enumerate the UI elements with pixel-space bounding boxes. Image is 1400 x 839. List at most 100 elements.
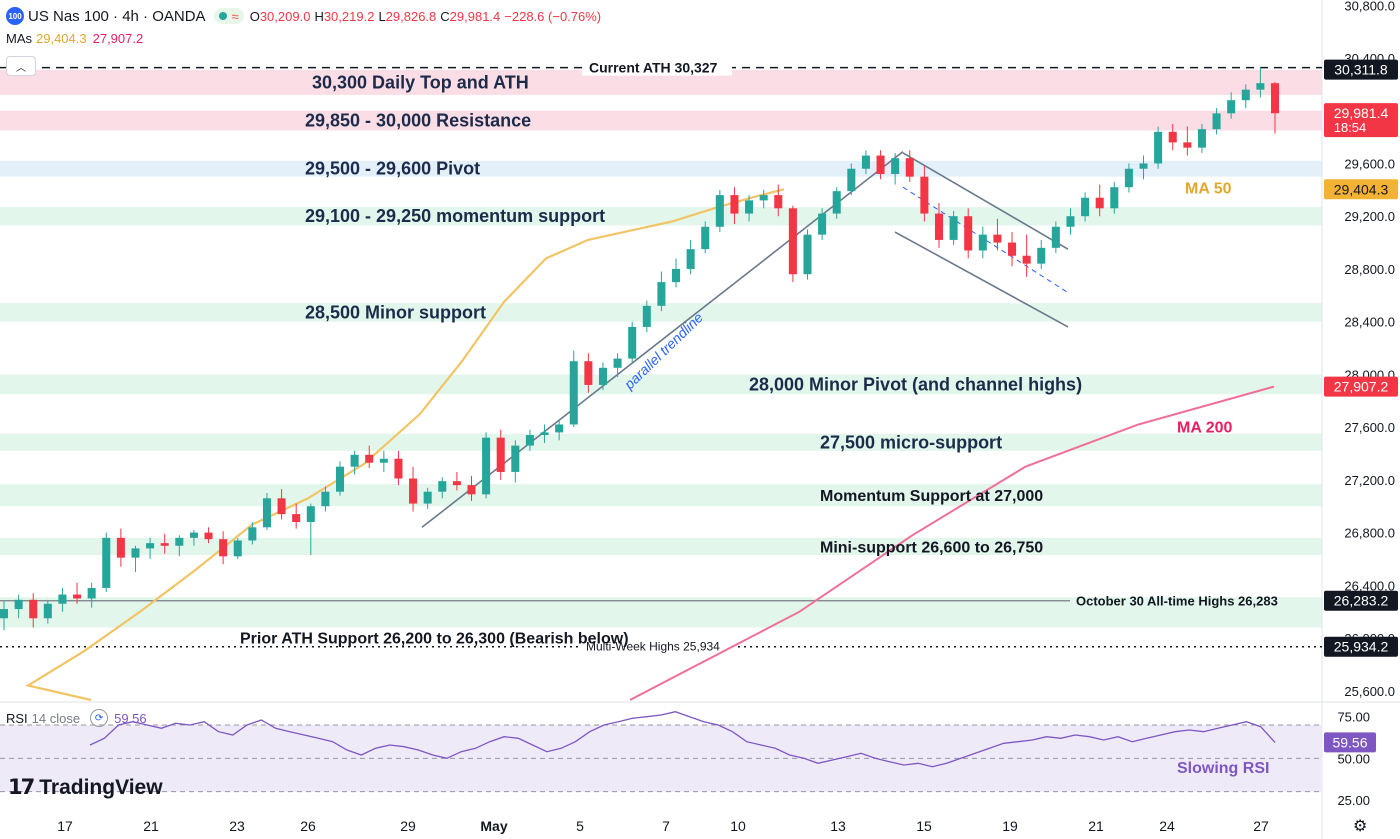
candle (1212, 108, 1221, 135)
candle-body (262, 498, 271, 528)
symbol-title[interactable]: US Nas 100 · 4h · OANDA (28, 7, 206, 25)
candle (409, 466, 418, 512)
candle (1139, 155, 1148, 180)
candle-body (438, 481, 447, 492)
candle (248, 522, 257, 545)
price-label-countdown: 18:54 (1334, 120, 1367, 135)
candle-body (657, 282, 666, 306)
rsi-legend[interactable]: RSI 14 close ⟳ 59.56 (6, 709, 147, 727)
high-label: H (314, 8, 324, 24)
time-tick: 27 (1253, 818, 1269, 834)
candle (452, 471, 461, 491)
candle-body (905, 158, 914, 177)
candle-body (1124, 168, 1133, 188)
rsi-tick: 25.00 (1337, 793, 1370, 808)
candle (73, 582, 82, 604)
candle (1124, 163, 1133, 193)
zone-label: Momentum Support at 27,000 (820, 488, 1043, 505)
candle (58, 587, 67, 612)
candle-body (861, 155, 870, 169)
low-label: L (378, 8, 386, 24)
price-label-bg (1324, 590, 1398, 611)
candle-body (204, 532, 213, 540)
zone-support (0, 433, 1322, 451)
candle (993, 218, 1002, 251)
candle (701, 221, 710, 254)
candle (262, 493, 271, 530)
candle-body (292, 514, 301, 523)
time-tick: 21 (1088, 818, 1104, 834)
candle (1051, 221, 1060, 254)
candle-body (569, 361, 578, 425)
zone-support (0, 374, 1322, 395)
candle (511, 440, 520, 483)
candle (584, 353, 593, 393)
candle (715, 189, 724, 233)
candle-body (29, 599, 38, 619)
price-label-text: 29,404.3 (1334, 181, 1389, 197)
candle-body (277, 498, 286, 515)
candle-body (160, 543, 169, 546)
slowing-rsi-annotation: Slowing RSI (1177, 760, 1269, 777)
candle-body (525, 435, 534, 446)
price-label: 29,981.418:54 (1324, 103, 1398, 138)
candle-body (58, 594, 67, 604)
candle (335, 461, 345, 496)
candle (189, 529, 198, 546)
candle-body (934, 213, 944, 240)
candle (379, 450, 388, 472)
candle-body (1227, 100, 1236, 114)
candle-body (730, 195, 739, 214)
price-axis[interactable]: 30,800.030,400.030,000.029,600.029,200.0… (1324, 0, 1398, 699)
candle-body (1168, 131, 1177, 143)
candle (1037, 239, 1046, 269)
candle (861, 150, 870, 175)
price-label: 26,283.2 (1324, 590, 1398, 611)
time-axis[interactable]: 17 21 23 26 29 May 5 7 10 13 15 19 21 24 27 (57, 818, 1269, 834)
price-label-text: 30,311.8 (1334, 62, 1388, 78)
ma200-annotation: MA 200 (1177, 419, 1233, 436)
candle (1022, 234, 1031, 277)
market-status-pill[interactable]: ≈ (213, 8, 244, 24)
price-label-bg (1324, 179, 1398, 200)
symbol-logo-icon[interactable]: 100 (6, 7, 24, 25)
candle (1095, 184, 1104, 217)
gear-icon[interactable]: ⚙ (1353, 818, 1368, 835)
collapse-legend-button[interactable]: ︿ (6, 56, 36, 76)
rsi-value-label-bg (1324, 732, 1376, 753)
ohlc-change: −228.6 (−0.76%) (504, 9, 601, 24)
candle-body (379, 458, 388, 463)
price-tick: 27,600.0 (1344, 420, 1395, 435)
candle-body (891, 158, 900, 175)
rsi-pane[interactable]: 75.00 50.00 25.00 59.56 Slowing RSI (0, 701, 1400, 808)
candle (1183, 126, 1192, 156)
candle-body (467, 485, 476, 495)
candle (964, 208, 973, 259)
ma-legend[interactable]: MAs 29,404.3 27,907.2 (6, 31, 143, 46)
candle (672, 258, 681, 288)
candle-body (146, 543, 155, 549)
time-tick: 10 (730, 818, 746, 834)
candle-body (482, 437, 491, 495)
candle (934, 203, 944, 248)
tradingview-logo[interactable]: 𝟭𝟳 TradingView (8, 775, 163, 800)
price-tick: 25,600.0 (1344, 684, 1395, 699)
candle (1081, 192, 1090, 222)
candle-body (496, 437, 505, 472)
candle (1066, 208, 1075, 235)
candle-body (189, 532, 198, 538)
change-value: −228.6 (−0.76%) (504, 8, 602, 24)
refresh-icon[interactable]: ⟳ (90, 709, 109, 727)
candles-layer[interactable] (0, 67, 1280, 631)
trendline-2 (894, 231, 1069, 328)
candle (876, 150, 885, 180)
zone-support (0, 597, 1322, 628)
candle-body (43, 603, 52, 619)
price-label-text: 29,981.4 (1334, 105, 1389, 121)
candle-body (803, 234, 812, 275)
high-value: 30,219.2 (323, 8, 375, 24)
candle-body (394, 458, 403, 479)
rsi-tick: 75.00 (1337, 710, 1370, 725)
candle (686, 239, 695, 275)
